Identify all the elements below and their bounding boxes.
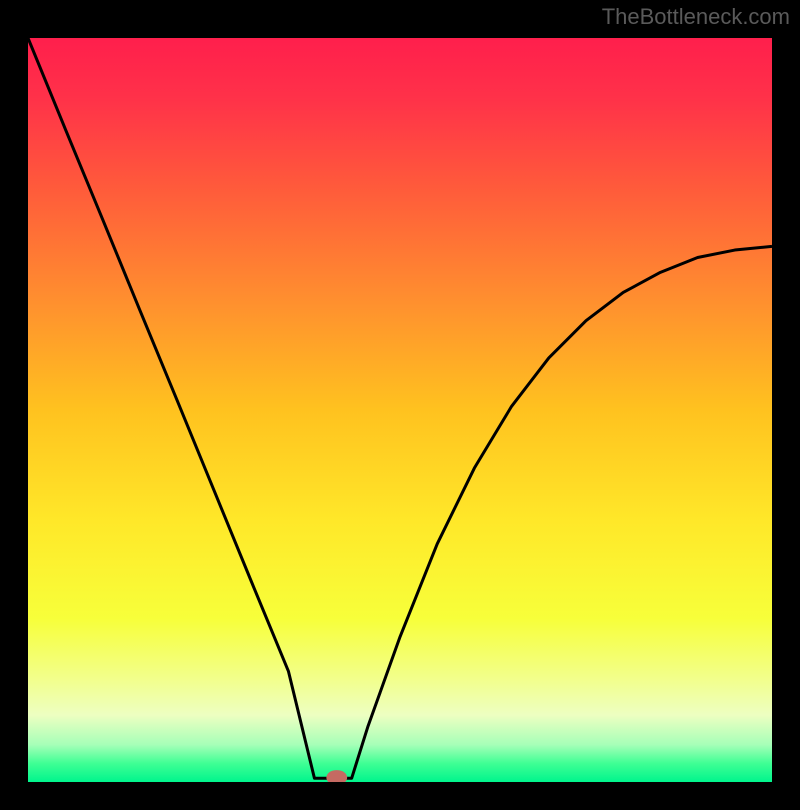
chart-background <box>28 38 772 782</box>
watermark-label: TheBottleneck.com <box>0 0 800 30</box>
plot-frame <box>0 30 800 810</box>
bottleneck-chart <box>28 38 772 782</box>
